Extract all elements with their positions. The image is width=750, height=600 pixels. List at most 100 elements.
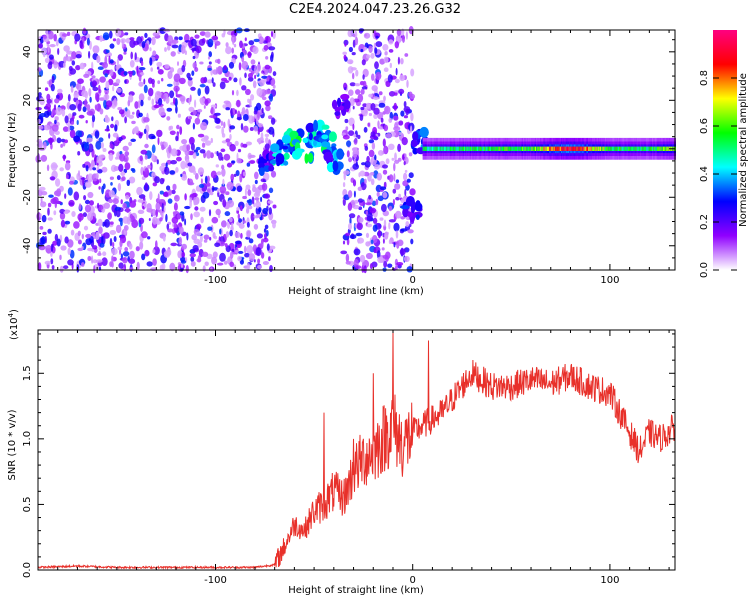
spectrogram-speckle: [231, 47, 234, 54]
spectrogram-speckle: [366, 54, 371, 59]
spectrogram-speckle: [387, 74, 393, 83]
spectrogram-speckle: [46, 164, 50, 172]
carrier-band-cell: [575, 146, 577, 151]
spectrogram-speckle: [163, 94, 166, 102]
spectrogram-speckle: [230, 108, 233, 117]
spectrogram-speckle: [138, 93, 145, 102]
spectrogram-speckle: [166, 116, 171, 121]
spectrogram-speckle: [409, 223, 412, 228]
spectrogram-speckle: [104, 73, 108, 78]
carrier-band-cell: [615, 146, 617, 151]
carrier-band-cell: [564, 146, 566, 151]
spectrogram-speckle: [246, 162, 251, 167]
spectrogram-speckle: [157, 80, 161, 85]
spectrogram-speckle: [70, 85, 74, 93]
spectrogram-speckle: [197, 113, 200, 118]
spectrogram-speckle: [35, 107, 42, 111]
spectrogram-speckle: [190, 86, 196, 91]
spectrogram-speckle: [244, 252, 250, 258]
spectrogram-speckle: [404, 169, 408, 173]
carrier-band-cell: [510, 146, 512, 151]
spectrogram-speckle: [171, 44, 179, 49]
carrier-band-cell: [475, 146, 478, 151]
carrier-band-cell: [650, 146, 653, 151]
spectrogram-speckle: [164, 166, 167, 172]
spectrogram-speckle: [181, 139, 188, 145]
spectrogram-blob: [258, 162, 265, 170]
spectrogram-speckle: [116, 58, 119, 67]
spectrogram-speckle: [360, 88, 365, 95]
spectrogram-speckle: [404, 188, 407, 197]
spectrogram-speckle: [166, 83, 173, 87]
spectrogram-speckle: [152, 32, 160, 37]
spectrogram-speckle: [245, 184, 251, 190]
spectrogram-speckle: [76, 120, 79, 125]
spectrogram-speckle: [60, 245, 67, 251]
spectrogram-speckle: [144, 32, 148, 39]
carrier-band-cell: [596, 146, 598, 151]
spectrogram-speckle: [136, 65, 139, 75]
spectrogram-speckle: [51, 75, 55, 84]
spectrogram-speckle: [215, 67, 218, 75]
spectrogram-speckle: [160, 112, 166, 116]
spectrogram-speckle: [170, 242, 178, 247]
carrier-band-cell: [572, 146, 575, 151]
carrier-band-cell: [649, 146, 652, 151]
spectrogram-speckle: [97, 169, 103, 174]
carrier-band-cell: [655, 146, 658, 151]
spectrogram-speckle: [388, 239, 392, 245]
spectrogram-speckle: [77, 151, 81, 156]
spectrogram-speckle: [126, 179, 131, 186]
spectrogram-speckle: [238, 62, 242, 71]
carrier-band-cell: [524, 146, 526, 151]
spectrogram-speckle: [194, 206, 199, 211]
spectrogram-speckle: [192, 62, 197, 69]
spectrogram-speckle: [67, 94, 71, 102]
spectrogram-speckle: [85, 120, 88, 124]
spectrogram-speckle: [372, 217, 378, 224]
spectrogram-speckle: [103, 99, 107, 109]
spectrogram-speckle: [394, 159, 400, 164]
spectrogram-speckle: [366, 223, 373, 228]
spectrogram-speckle: [67, 187, 73, 196]
spectrogram-speckle: [235, 170, 240, 177]
snr-series-line: [37, 329, 676, 570]
spectrogram-speckle: [375, 71, 382, 81]
spectrogram-speckle: [47, 217, 53, 221]
spectrogram-speckle: [408, 91, 413, 98]
spectrogram-speckle: [111, 116, 114, 122]
spectrogram-speckle: [383, 260, 388, 268]
spectrogram-speckle: [93, 265, 96, 274]
spectrogram-speckle: [70, 229, 75, 236]
spectrogram-speckle: [154, 176, 160, 184]
spectrogram-blob: [336, 97, 342, 108]
spectrogram-speckle: [158, 97, 163, 106]
carrier-band-cell: [427, 146, 429, 151]
spectrogram-speckle: [363, 126, 368, 133]
spectrogram-speckle: [244, 72, 247, 79]
spectrogram-speckle: [141, 253, 146, 261]
spectrogram-speckle: [83, 142, 90, 152]
spectrogram-speckle: [222, 199, 227, 208]
carrier-band-cell: [482, 146, 485, 151]
spectrogram-speckle: [195, 146, 201, 151]
spectrogram-speckle: [121, 39, 124, 48]
spectrogram-speckle: [44, 260, 51, 265]
carrier-band-cell: [611, 146, 614, 151]
spectrogram-speckle: [200, 216, 204, 224]
spectrogram-blob: [270, 143, 280, 153]
spectrogram-speckle: [262, 261, 269, 265]
carrier-band-cell: [497, 146, 499, 151]
spectrogram-speckle: [347, 202, 353, 211]
spectrogram-speckle: [398, 120, 404, 126]
spectrogram-speckle: [181, 243, 188, 250]
spectrogram-speckle: [141, 231, 148, 239]
spectrogram-speckle: [193, 170, 197, 175]
spectrogram-speckle: [151, 78, 155, 85]
spectrogram-speckle: [248, 160, 256, 164]
spectrogram-speckle: [377, 229, 381, 239]
spectrogram-speckle: [124, 247, 129, 252]
spectrogram-speckle: [393, 162, 396, 172]
spectrogram-speckle: [43, 141, 47, 150]
spectrogram-speckle: [145, 131, 149, 141]
